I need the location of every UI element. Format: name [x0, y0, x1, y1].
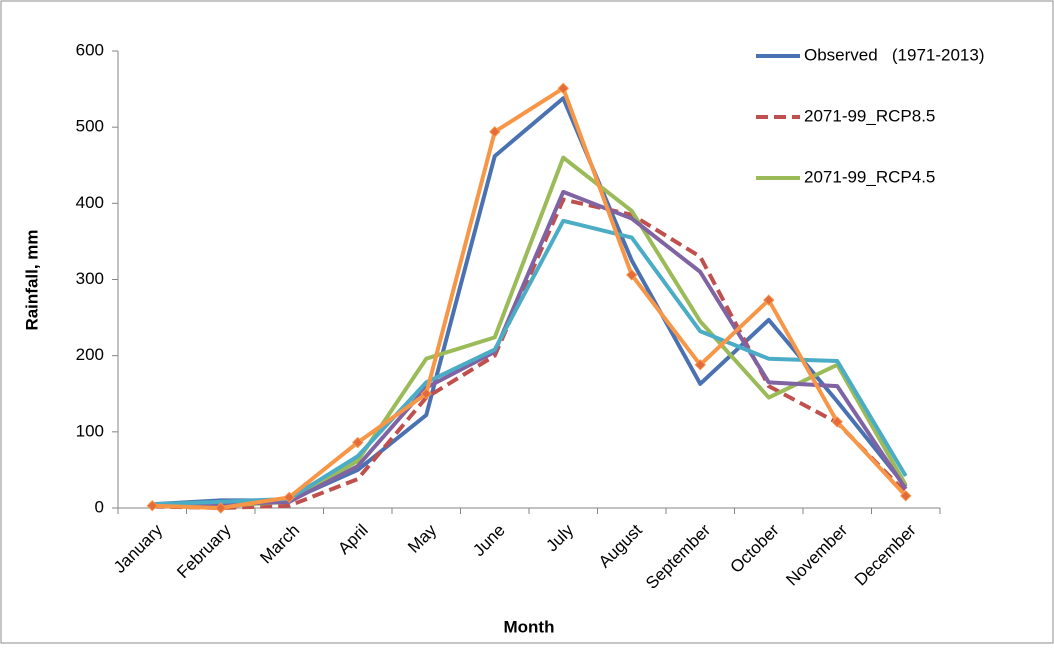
- series-line: [152, 86, 908, 510]
- marker: [352, 436, 364, 449]
- legend-label: 2071-99_RCP4.5: [804, 167, 935, 186]
- series-line: [152, 189, 908, 508]
- marker: [489, 126, 501, 138]
- legend-label: 2071-99_RCP8.5: [804, 106, 935, 125]
- y-axis-title: Rainfall, mm: [22, 229, 41, 330]
- marker: [146, 500, 158, 512]
- x-axis-title: Month: [504, 617, 555, 636]
- marker: [283, 491, 295, 504]
- y-tick-label: 300: [76, 269, 104, 288]
- y-tick-label: 500: [76, 117, 104, 136]
- marker: [831, 416, 843, 428]
- legend-label: Observed (1971-2013): [804, 45, 985, 64]
- marker: [420, 388, 432, 400]
- y-tick-label: 600: [76, 40, 104, 59]
- marker: [626, 269, 638, 281]
- marker: [900, 490, 912, 502]
- y-tick-label: 200: [76, 345, 104, 364]
- marker: [694, 359, 706, 371]
- marker: [763, 294, 775, 306]
- y-tick-label: 0: [95, 497, 104, 516]
- y-tick-label: 400: [76, 193, 104, 212]
- marker: [557, 82, 569, 95]
- marker: [215, 502, 227, 514]
- y-tick-label: 100: [76, 421, 104, 440]
